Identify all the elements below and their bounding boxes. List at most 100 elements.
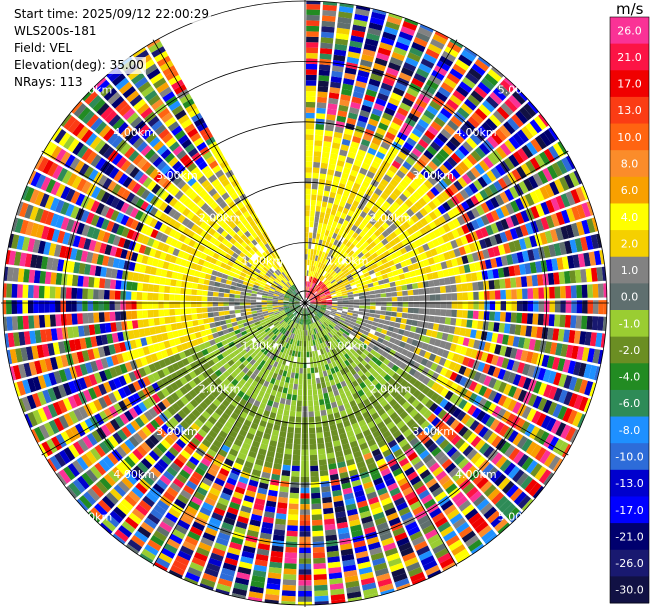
radar-gate xyxy=(423,53,437,64)
radar-gate xyxy=(148,275,156,284)
radar-gate xyxy=(220,320,227,326)
radar-gate xyxy=(259,402,267,410)
radar-gate xyxy=(337,205,344,213)
radar-gate xyxy=(384,453,395,463)
radar-gate xyxy=(340,438,349,445)
radar-gate xyxy=(194,432,204,443)
radar-gate xyxy=(372,557,386,566)
radar-gate xyxy=(238,363,246,371)
radar-gate xyxy=(458,54,473,67)
radar-gate xyxy=(492,110,506,124)
radar-gate xyxy=(334,326,340,332)
radar-gate xyxy=(442,223,451,233)
radar-gate xyxy=(356,282,363,288)
radar-gate xyxy=(389,337,396,344)
radar-gate xyxy=(283,453,292,460)
radar-gate xyxy=(434,339,442,347)
radar-gate xyxy=(324,185,331,192)
radar-gate xyxy=(435,262,443,271)
radar-gate xyxy=(164,278,172,286)
radar-gate xyxy=(443,251,451,261)
radar-gate xyxy=(542,399,553,414)
radar-gate xyxy=(412,441,423,451)
radar-gate xyxy=(271,473,281,481)
radar-gate xyxy=(425,329,433,337)
radar-gate xyxy=(286,319,291,324)
radar-gate xyxy=(368,316,375,322)
radar-gate xyxy=(408,331,416,339)
radar-gate xyxy=(445,140,457,152)
radar-gate xyxy=(496,106,510,120)
radar-gate xyxy=(284,448,293,455)
radar-gate xyxy=(448,361,457,371)
radar-gate xyxy=(249,365,257,373)
radar-gate xyxy=(406,87,419,98)
radar-gate xyxy=(357,172,366,181)
radar-gate xyxy=(153,317,160,326)
radar-gate xyxy=(316,102,327,109)
radar-gate xyxy=(237,452,247,461)
radar-gate xyxy=(305,292,307,298)
radar-gate xyxy=(299,362,304,369)
radar-gate xyxy=(352,91,364,99)
radar-gate xyxy=(315,118,325,125)
radar-gate xyxy=(333,284,339,289)
radar-gate xyxy=(455,59,470,71)
radar-gate xyxy=(331,308,337,312)
radar-gate xyxy=(456,226,465,237)
radar-gate xyxy=(310,362,314,368)
radar-gate xyxy=(159,474,172,486)
radar-gate xyxy=(317,96,327,103)
radar-gate xyxy=(305,178,312,184)
radar-gate xyxy=(365,346,373,353)
radar-gate xyxy=(376,458,386,467)
radar-gate xyxy=(472,473,485,486)
radar-gate xyxy=(332,136,342,144)
radar-gate xyxy=(580,269,587,283)
radar-gate xyxy=(324,328,330,334)
radar-gate xyxy=(400,26,416,36)
radar-gate xyxy=(221,567,236,577)
radar-gate xyxy=(351,404,359,413)
radar-gate xyxy=(250,299,257,303)
radar-gate xyxy=(369,113,381,122)
radar-gate xyxy=(320,42,333,49)
radar-gate xyxy=(348,146,358,154)
radar-gate xyxy=(336,382,343,390)
radar-gate xyxy=(335,120,345,128)
radar-gate xyxy=(359,442,369,451)
radar-gate xyxy=(483,342,491,352)
radar-gate xyxy=(362,258,369,265)
radar-gate xyxy=(339,200,346,208)
radar-gate xyxy=(474,261,482,271)
radar-gate xyxy=(371,161,380,170)
radar-gate xyxy=(483,445,495,458)
radar-gate xyxy=(270,556,283,563)
radar-gate xyxy=(186,320,194,328)
radar-gate xyxy=(411,576,427,585)
radar-gate xyxy=(454,164,465,176)
radar-gate xyxy=(444,390,454,401)
radar-gate xyxy=(448,539,463,552)
radar-gate xyxy=(519,106,533,121)
radar-gate xyxy=(176,322,183,330)
radar-gate xyxy=(286,432,294,439)
radar-gate xyxy=(542,369,552,383)
radar-gate xyxy=(271,429,280,437)
radar-gate xyxy=(296,400,302,407)
radar-gate xyxy=(332,440,341,447)
radar-gate xyxy=(183,416,194,426)
radar-gate xyxy=(451,301,458,309)
radar-gate xyxy=(464,98,477,111)
radar-gate xyxy=(166,466,178,477)
radar-gate xyxy=(330,76,342,84)
radar-gate xyxy=(315,267,320,273)
radar-gate xyxy=(245,299,251,302)
radar-gate xyxy=(402,122,414,132)
radar-gate xyxy=(317,288,322,293)
radar-gate xyxy=(517,389,528,402)
radar-gate xyxy=(540,201,550,215)
radar-gate xyxy=(230,285,237,290)
radar-gate xyxy=(332,327,338,333)
radar-gate xyxy=(454,548,469,561)
